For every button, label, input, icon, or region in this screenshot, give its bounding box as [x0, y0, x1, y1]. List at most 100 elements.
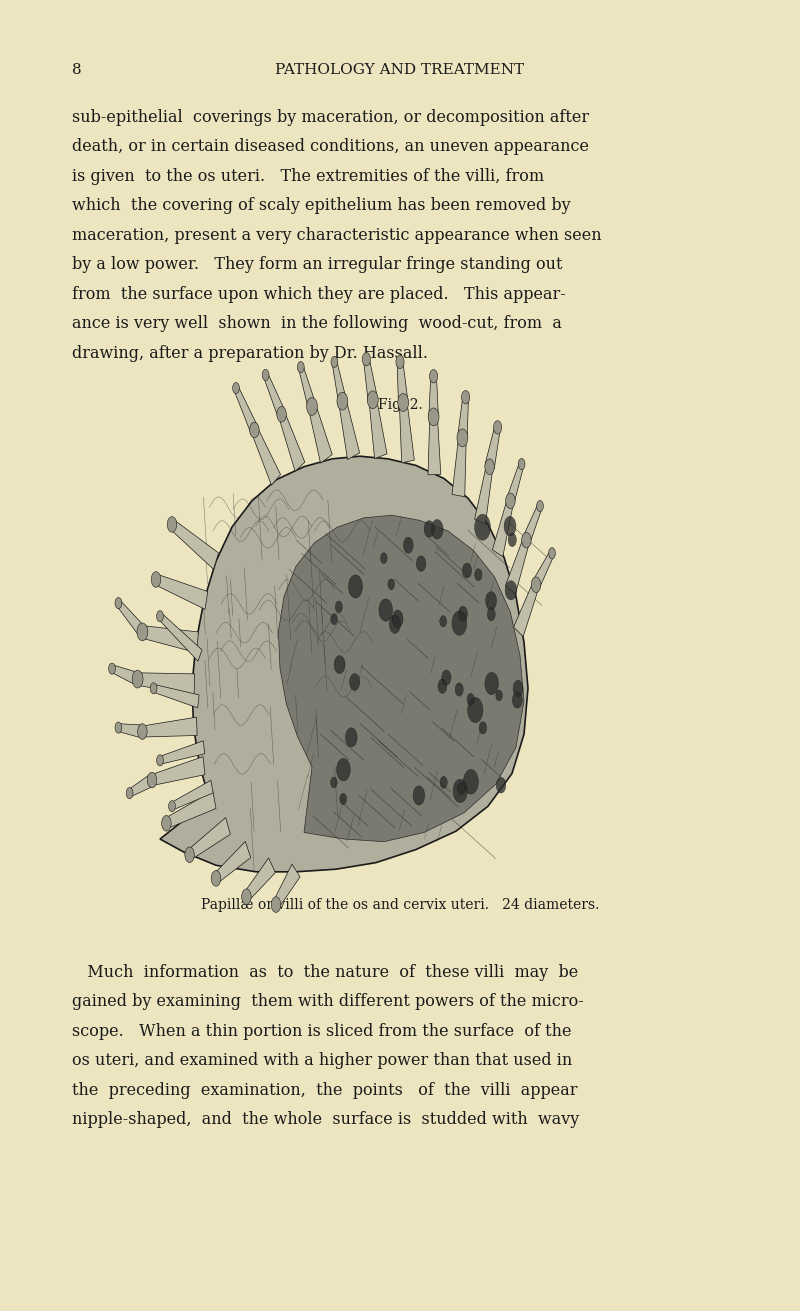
Text: 8: 8: [72, 63, 82, 77]
Circle shape: [350, 674, 360, 691]
Circle shape: [458, 783, 465, 794]
Polygon shape: [364, 358, 378, 401]
Text: is given  to the os uteri.   The extremities of the villi, from: is given to the os uteri. The extremitie…: [72, 168, 544, 185]
Polygon shape: [188, 818, 230, 860]
Polygon shape: [458, 397, 469, 439]
Polygon shape: [111, 665, 138, 686]
Circle shape: [513, 680, 523, 696]
Polygon shape: [278, 515, 524, 842]
Polygon shape: [166, 791, 216, 829]
Circle shape: [262, 370, 269, 380]
Polygon shape: [244, 857, 275, 901]
Polygon shape: [170, 519, 218, 569]
Text: by a low power.   They form an irregular fringe standing out: by a low power. They form an irregular f…: [72, 257, 562, 273]
Text: Fig. 2.: Fig. 2.: [378, 399, 422, 412]
Circle shape: [349, 576, 362, 598]
Circle shape: [440, 616, 446, 627]
Circle shape: [428, 408, 439, 426]
Polygon shape: [369, 399, 387, 459]
Polygon shape: [118, 724, 142, 738]
Circle shape: [430, 370, 438, 383]
Circle shape: [115, 722, 122, 733]
Circle shape: [549, 548, 555, 558]
Circle shape: [522, 532, 531, 548]
Polygon shape: [158, 612, 202, 661]
Polygon shape: [533, 551, 554, 589]
Circle shape: [340, 793, 346, 805]
Circle shape: [331, 357, 338, 367]
Circle shape: [250, 422, 259, 438]
Circle shape: [330, 614, 338, 624]
Circle shape: [306, 397, 318, 416]
Polygon shape: [278, 412, 305, 471]
Text: sub-epithelial  coverings by maceration, or decomposition after: sub-epithelial coverings by maceration, …: [72, 109, 589, 126]
Polygon shape: [129, 773, 154, 797]
Circle shape: [169, 801, 175, 812]
Polygon shape: [234, 385, 258, 434]
Polygon shape: [399, 401, 414, 463]
Circle shape: [453, 779, 467, 802]
Circle shape: [505, 581, 517, 600]
Polygon shape: [514, 582, 539, 637]
Circle shape: [431, 519, 443, 539]
Polygon shape: [142, 625, 198, 653]
Circle shape: [487, 608, 495, 620]
Polygon shape: [298, 366, 316, 409]
Polygon shape: [142, 717, 197, 737]
Text: maceration, present a very characteristic appearance when seen: maceration, present a very characteristi…: [72, 227, 602, 244]
Circle shape: [298, 362, 304, 372]
Circle shape: [233, 383, 239, 393]
Circle shape: [467, 694, 474, 705]
Circle shape: [388, 579, 394, 590]
Circle shape: [367, 391, 378, 409]
Polygon shape: [252, 427, 281, 485]
Text: ance is very well  shown  in the following  wood-cut, from  a: ance is very well shown in the following…: [72, 315, 562, 332]
Circle shape: [440, 776, 447, 788]
Polygon shape: [332, 361, 346, 404]
Circle shape: [442, 670, 451, 686]
Circle shape: [474, 569, 482, 581]
Circle shape: [486, 591, 497, 610]
Polygon shape: [338, 399, 360, 460]
Circle shape: [147, 772, 157, 788]
Circle shape: [537, 501, 543, 511]
Circle shape: [474, 514, 490, 540]
Circle shape: [362, 353, 370, 366]
Circle shape: [457, 429, 468, 447]
Circle shape: [381, 553, 387, 564]
Circle shape: [157, 755, 163, 766]
Polygon shape: [264, 372, 285, 418]
Polygon shape: [485, 426, 500, 469]
Circle shape: [151, 572, 161, 587]
Circle shape: [167, 517, 177, 532]
Polygon shape: [159, 741, 205, 764]
Circle shape: [462, 391, 470, 404]
Text: Much  information  as  to  the nature  of  these villi  may  be: Much information as to the nature of the…: [72, 964, 578, 981]
Circle shape: [150, 683, 157, 694]
Circle shape: [138, 724, 147, 739]
Circle shape: [463, 770, 478, 794]
Circle shape: [518, 459, 525, 469]
Polygon shape: [493, 498, 514, 557]
Circle shape: [335, 600, 342, 612]
Circle shape: [115, 598, 122, 608]
Polygon shape: [507, 463, 524, 503]
Polygon shape: [397, 362, 408, 404]
Circle shape: [512, 692, 522, 708]
Circle shape: [531, 577, 541, 593]
Circle shape: [271, 897, 281, 912]
Polygon shape: [309, 404, 332, 463]
Circle shape: [462, 564, 471, 578]
Circle shape: [494, 421, 502, 434]
Text: the  preceding  examination,  the  points   of  the  villi  appear: the preceding examination, the points of…: [72, 1082, 578, 1099]
Circle shape: [496, 777, 506, 793]
Circle shape: [416, 556, 426, 572]
Polygon shape: [428, 417, 441, 475]
Text: scope.   When a thin portion is sliced from the surface  of the: scope. When a thin portion is sliced fro…: [72, 1023, 571, 1040]
Circle shape: [277, 406, 286, 422]
Text: nipple-shaped,  and  the whole  surface is  studded with  wavy: nipple-shaped, and the whole surface is …: [72, 1110, 579, 1127]
Circle shape: [506, 493, 515, 509]
Circle shape: [346, 728, 357, 747]
Circle shape: [413, 785, 425, 805]
Circle shape: [157, 611, 163, 621]
